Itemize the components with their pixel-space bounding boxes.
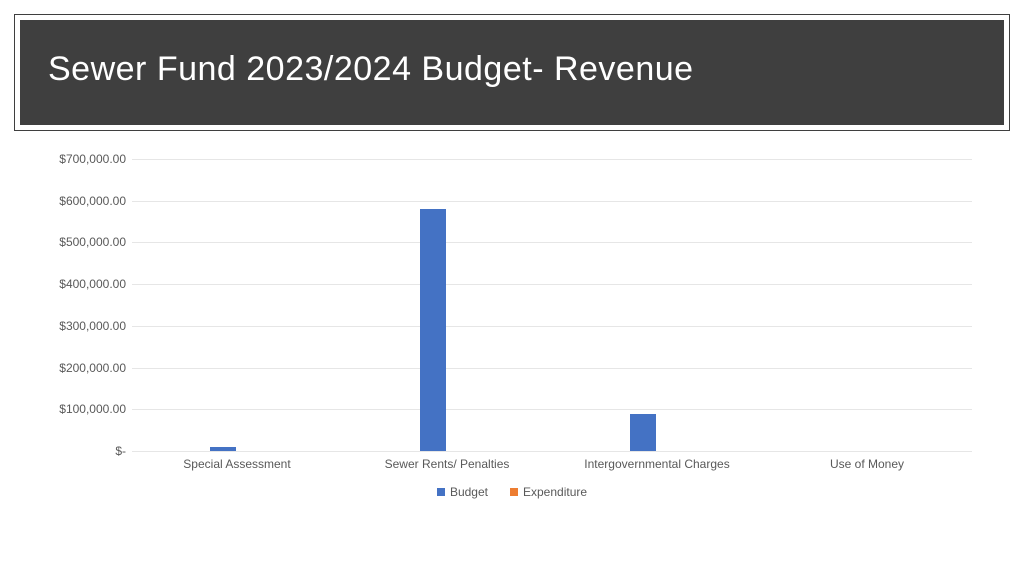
y-axis-label: $100,000.00 xyxy=(40,402,126,416)
bar xyxy=(210,447,236,451)
x-axis-label: Sewer Rents/ Penalties xyxy=(385,457,510,471)
y-axis-label: $- xyxy=(40,444,126,458)
x-axis-label: Special Assessment xyxy=(183,457,290,471)
gridline xyxy=(132,451,972,452)
legend-item-budget: Budget xyxy=(437,485,488,499)
bar-group xyxy=(420,159,474,451)
bar-group xyxy=(210,159,264,451)
y-axis-label: $300,000.00 xyxy=(40,319,126,333)
legend-item-expenditure: Expenditure xyxy=(510,485,587,499)
legend-swatch-budget xyxy=(437,488,445,496)
page-title: Sewer Fund 2023/2024 Budget- Revenue xyxy=(48,50,976,89)
y-axis-label: $600,000.00 xyxy=(40,194,126,208)
legend-label-expenditure: Expenditure xyxy=(523,485,587,499)
x-axis-label: Intergovernmental Charges xyxy=(584,457,729,471)
title-banner: Sewer Fund 2023/2024 Budget- Revenue xyxy=(19,19,1005,126)
bar-group xyxy=(840,159,894,451)
plot-area: $-$100,000.00$200,000.00$300,000.00$400,… xyxy=(132,159,972,451)
legend-label-budget: Budget xyxy=(450,485,488,499)
x-axis-label: Use of Money xyxy=(830,457,904,471)
y-axis-label: $200,000.00 xyxy=(40,361,126,375)
legend-swatch-expenditure xyxy=(510,488,518,496)
y-axis-label: $700,000.00 xyxy=(40,152,126,166)
y-axis-label: $400,000.00 xyxy=(40,277,126,291)
bar xyxy=(630,414,656,451)
y-axis-label: $500,000.00 xyxy=(40,235,126,249)
title-banner-outer: Sewer Fund 2023/2024 Budget- Revenue xyxy=(14,14,1010,131)
revenue-chart: $- $100,000.00 $200,000.00 $300,000.00 $400,… xyxy=(40,159,984,499)
bar xyxy=(420,209,446,451)
legend: Budget Expenditure xyxy=(40,485,984,499)
bar-group xyxy=(630,159,684,451)
